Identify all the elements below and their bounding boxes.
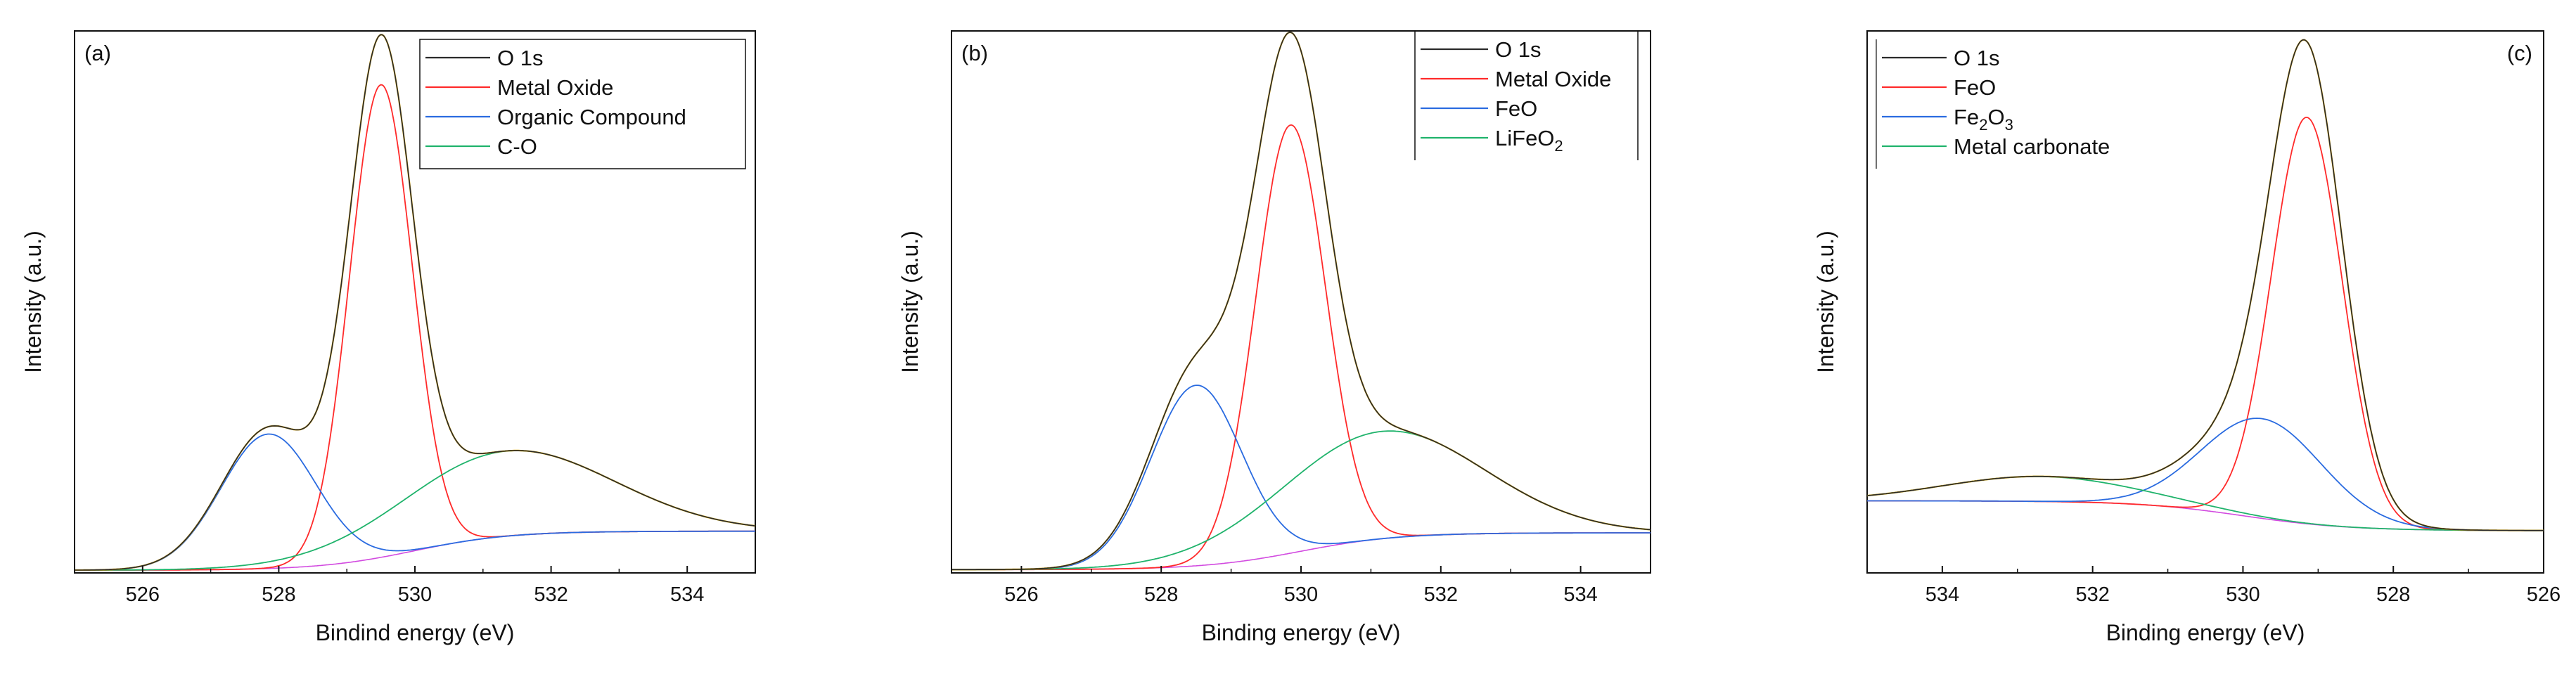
legend: O 1s Metal Oxide FeO LiFeO2 <box>1414 31 1639 160</box>
plot-frame <box>1866 30 2544 574</box>
plot-frame <box>951 30 1651 574</box>
x-tick-label: 530 <box>1284 583 1318 606</box>
x-tick-label: 532 <box>534 583 568 606</box>
x-tick-label: 532 <box>1424 583 1458 606</box>
x-tick-label: 534 <box>670 583 704 606</box>
panel-0: 526 528 530 532 534 Bindind energy (eV) Intens… <box>20 30 756 645</box>
legend-entry-label: FeO <box>1495 96 1537 121</box>
panel-1: 526 528 530 532 534 Binding energy (eV) Intens… <box>897 30 1651 645</box>
x-tick-label: 528 <box>262 583 295 606</box>
panel-label: (b) <box>961 41 988 65</box>
legend-entry-label: C-O <box>497 134 537 159</box>
legend-entry-label: O 1s <box>497 46 543 70</box>
peak-lifeo2-curve <box>951 430 1651 571</box>
x-axis-label: Binding energy (eV) <box>2106 620 2305 645</box>
legend-entry-label: Metal carbonate <box>1954 134 2110 159</box>
legend-box <box>419 39 746 169</box>
peak-fe2o3-curve <box>1867 418 2544 531</box>
x-tick-label: 532 <box>2075 583 2109 606</box>
panel-label: (a) <box>84 41 111 65</box>
panel-label: (c) <box>2507 41 2532 65</box>
legend-entry-label: Metal Oxide <box>1495 67 1611 91</box>
panel-2: 534 532 530 528 526 Binding energy (eV) Intens… <box>1813 30 2561 645</box>
legend: O 1s Metal Oxide Organic Compound C-O <box>419 39 746 169</box>
x-tick-label: 534 <box>1925 583 1959 606</box>
legend-entry-label: Organic Compound <box>497 105 686 129</box>
x-axis-label: Binding energy (eV) <box>1202 620 1401 645</box>
peak-metal-oxide-curve <box>951 124 1651 571</box>
x-tick-label: 534 <box>1563 583 1597 606</box>
y-axis-label: Intensity (a.u.) <box>897 231 923 373</box>
x-tick-label: 528 <box>1144 583 1178 606</box>
x-tick-label: 526 <box>1004 583 1038 606</box>
o1s-data-curve <box>951 32 1651 571</box>
background-curve <box>75 530 755 571</box>
legend-entry-label: Fe2O3 <box>1954 105 2013 134</box>
y-axis-label: Intensity (a.u.) <box>1813 231 1838 373</box>
peak-feo-curve <box>951 385 1651 571</box>
peak-organic-compound-curve <box>74 433 755 571</box>
x-tick-label: 530 <box>2226 583 2260 606</box>
x-tick-label: 526 <box>2527 583 2561 606</box>
peak-c-o-curve <box>75 450 756 571</box>
envelope-fit-curve <box>951 31 1651 571</box>
peak-feo-curve <box>1867 116 2544 531</box>
x-tick-label: 528 <box>2376 583 2410 606</box>
legend-entry-label: O 1s <box>1954 46 1999 70</box>
legend-entry-label: O 1s <box>1495 37 1541 62</box>
x-tick-label: 530 <box>398 583 432 606</box>
legend-entry-label: LiFeO2 <box>1495 126 1563 155</box>
legend-entry-label: FeO <box>1954 75 1996 100</box>
o1s-data-curve <box>1866 39 2544 531</box>
x-axis-label: Bindind energy (eV) <box>316 620 515 645</box>
x-tick-label: 526 <box>126 583 160 606</box>
legend-entry-label: Metal Oxide <box>497 75 613 100</box>
y-axis-label: Intensity (a.u.) <box>20 231 46 373</box>
o1s-data-curve <box>75 34 756 571</box>
